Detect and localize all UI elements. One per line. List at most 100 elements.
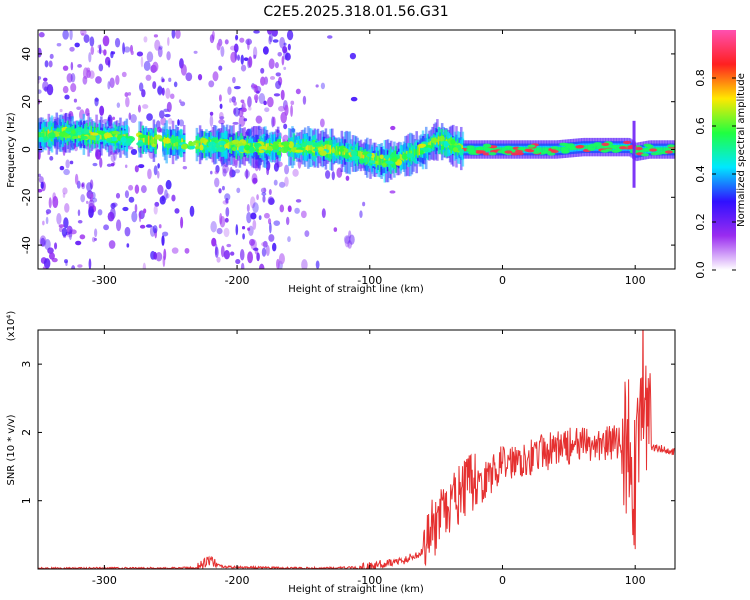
noise-speckle [62,30,69,40]
noise-speckle [80,194,86,203]
ridge-cell [358,151,361,159]
ridge-cell [45,130,49,139]
noise-speckle [300,210,307,219]
noise-speckle [152,81,157,90]
noise-speckle [180,64,187,76]
ridge-cell [44,131,47,138]
noise-speckle [171,194,176,202]
ridge-cell [431,139,434,148]
noise-speckle [107,60,111,68]
ridge-cell [417,147,420,157]
ridge-cell [541,147,544,152]
noise-speckle [56,213,62,225]
ridge-cell [143,137,146,143]
noise-speckle [236,54,241,61]
noise-speckle [136,51,144,57]
noise-speckle [38,76,42,80]
noise-speckle [216,227,223,235]
ridge-peak [294,149,304,153]
noise-speckle [88,199,95,210]
ridge-cell [536,147,539,152]
noise-speckle [158,110,165,119]
noise-speckle [177,119,180,126]
noise-speckle [124,92,129,98]
noise-speckle [47,247,54,254]
noise-speckle [86,200,89,204]
noise-speckle [218,65,223,71]
noise-speckle [251,173,258,185]
ridge-peak [231,146,237,152]
noise-speckle [286,216,290,226]
ridge-cell [596,145,600,150]
ridge-peak [150,138,155,145]
noise-speckle [99,105,105,116]
noise-speckle [40,237,46,247]
ridge-peak [459,148,465,153]
noise-speckle [178,119,185,127]
noise-speckle [137,104,141,113]
noise-speckle [48,60,53,68]
noise-speckle [247,96,252,108]
snr-y-tick-label: 1 [20,497,33,504]
ridge-cell [176,139,180,146]
ridge-peak [312,142,322,147]
ridge-peak [379,154,384,160]
ridge-cell [323,145,326,152]
noise-speckle [167,36,170,47]
noise-speckle [331,171,335,181]
noise-speckle [252,46,258,59]
ridge-peak [280,146,289,154]
noise-speckle [238,115,246,127]
noise-speckle [71,265,76,269]
noise-speckle [91,236,96,243]
noise-speckle [103,49,107,56]
noise-speckle [281,55,285,66]
ridge-peak [338,148,345,152]
ridge-peak [649,148,658,152]
noise-speckle [209,34,215,44]
noise-speckle [295,88,301,95]
ridge-cell [660,147,664,152]
noise-speckle [248,56,253,68]
ridge-cell [144,135,148,145]
ridge-cell [229,141,232,149]
noise-speckle [74,42,80,48]
ridge-peak [193,140,201,144]
noise-speckle [61,227,68,237]
ridge-peak [334,150,339,156]
noise-speckle [269,32,273,43]
noise-speckle [146,51,154,63]
ridge-peak [188,142,196,147]
ridge-cell [538,147,541,152]
ridge-cell [533,147,536,152]
ridge-cell [303,143,307,151]
ridge-cell [606,145,610,150]
noise-speckle [158,45,163,50]
ridge-cell [593,145,597,150]
noise-speckle [225,206,230,217]
noise-speckle [283,42,287,46]
ridge-peak [151,143,156,147]
noise-speckle [234,49,238,61]
colorbar-tick-label: 0.0 [694,261,707,279]
noise-speckle [138,164,145,169]
ridge-cell [512,147,516,152]
noise-speckle [49,156,54,161]
ridge-peak [504,145,513,149]
ridge-peak [514,149,523,153]
noise-speckle [233,107,240,117]
noise-speckle [197,73,203,81]
ridge-cell [55,130,59,138]
noise-speckle [347,240,352,249]
snr-ticks: -300 -200 -100 0 100 1 2 3 [20,330,675,587]
ridge-peak [244,144,250,151]
ridge-cell [595,145,598,150]
noise-speckle [89,36,95,47]
ridge-cell [662,147,665,152]
noise-speckle [274,62,279,69]
noise-speckle [235,35,239,41]
noise-speckle [92,162,98,167]
ridge-cell [232,142,235,149]
noise-speckle [73,98,78,103]
